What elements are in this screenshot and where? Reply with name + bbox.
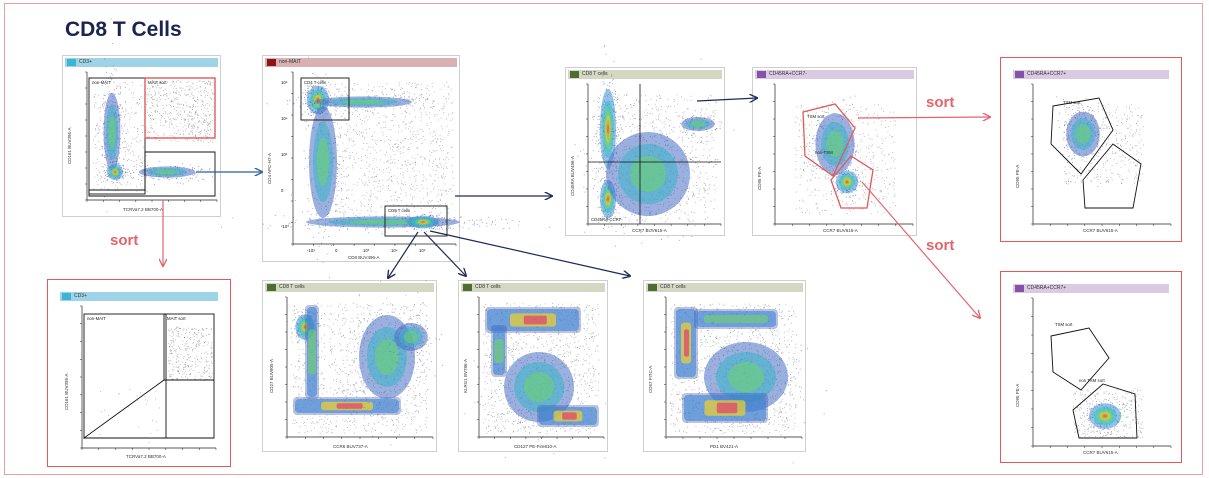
plot-svg: TSM sort <box>1031 83 1172 226</box>
panel-header-label: CD3+ <box>74 293 87 299</box>
plot-svg: non-MAIT MAIT sort <box>80 305 217 450</box>
panel-pd1-cd57: CD8 T cells CD57 FITC-A PD1 BV421-A <box>643 280 827 464</box>
svg-text:10⁴: 10⁴ <box>281 116 288 121</box>
panel-header-label: CD45RA+CCR7+ <box>1027 285 1067 291</box>
panel-header: CD8 T cells <box>568 70 722 79</box>
panel-mait-sort: CD3+ non-MAIT MAIT sort CD161 BUV395-A TC… <box>47 279 231 467</box>
panel-cd45ra-ccr7-minus: CD45RA+CCR7- TSM sort non-TSM CD95 PE-A C… <box>752 67 917 236</box>
panel-header-label: CD8 T cells <box>660 284 686 290</box>
figure-frame <box>4 3 1203 475</box>
panel-header-label: non-MAIT <box>279 59 301 65</box>
panel-header: CD8 T cells <box>461 283 605 292</box>
sort-label-mait: sort <box>110 232 139 249</box>
svg-text:-10³: -10³ <box>307 248 315 253</box>
plot-svg <box>285 256 443 446</box>
x-axis-label: CCR6 BUV737-A <box>333 444 368 449</box>
panel-cd127-klrg1: CD8 T cells KLRG1 BV786-A CD127 PE-Fire8… <box>458 280 608 459</box>
panel-header: non-MAIT <box>265 58 457 67</box>
scatter-plot: CD45RA-CCR7- <box>574 45 735 247</box>
svg-text:CD8 T cells: CD8 T cells <box>388 208 410 213</box>
y-axis-label: CD95 PE-A <box>1015 164 1020 188</box>
x-axis-label: TCRVa7.2 BB700-A <box>126 454 166 459</box>
sort-label-upper: sort <box>926 94 955 111</box>
panel-header: CD3+ <box>60 292 218 301</box>
plot-svg: CD4 T cells CD8 T cells -10³ 0 10³ 10⁴ 10⁵ 10⁵ 1… <box>221 56 550 279</box>
panel-header-label: CD45RA+CCR7+ <box>1027 71 1067 77</box>
svg-text:0: 0 <box>335 248 338 253</box>
svg-text:10⁵: 10⁵ <box>419 248 426 253</box>
y-axis-label: CD161 BUV395-A <box>67 127 72 164</box>
svg-text:0: 0 <box>281 188 284 193</box>
y-axis-label: CD4 APC-H7-A <box>267 152 272 184</box>
x-axis-label: CCR7 BUV615-A <box>1083 450 1118 455</box>
panel-header: CD8 T cells <box>265 283 434 292</box>
panel-header-label: CD3+ <box>79 59 92 65</box>
y-axis-label: CD95 PE-A <box>757 166 762 190</box>
panel-header-label: CD45RA+CCR7- <box>769 71 807 77</box>
panel-header: CD8 T cells <box>646 283 803 292</box>
svg-text:10³: 10³ <box>363 248 370 253</box>
scatter-plot: TSM sort non-TSM <box>773 83 914 226</box>
x-axis-label: CCR7 BUV615-A <box>823 228 858 233</box>
svg-text:CD4 T cells: CD4 T cells <box>304 80 326 85</box>
svg-text:10⁴: 10⁴ <box>391 248 398 253</box>
y-axis-label: CD161 BUV395-A <box>64 373 69 410</box>
panel-non-mait: non-MAIT CD4 T cells CD8 T cells -10³ 0 10³ 1… <box>221 55 550 279</box>
y-axis-label: KLRG1 BV786-A <box>463 358 468 393</box>
x-axis-label: PD1 BV421-A <box>710 444 739 449</box>
panel-header-label: CD8 T cells <box>475 284 501 290</box>
panel-header: CD45RA+CCR7- <box>755 70 914 79</box>
svg-text:non-MAIT: non-MAIT <box>92 80 111 85</box>
x-axis-label: CCR7 BUV615-A <box>1083 228 1118 233</box>
plot-svg <box>464 296 606 459</box>
scatter-plot: TSM sort <box>1031 83 1172 226</box>
panel-ccr6-cd27: CD8 T cells CD27 BUV805-A CCR6 BUV737-A <box>262 256 443 452</box>
scatter-plot: TSM sort non TSM sort <box>1031 297 1172 448</box>
y-axis-label: CD27 BUV805-A <box>269 358 274 393</box>
svg-text:MAIT sort: MAIT sort <box>148 80 167 85</box>
svg-text:10⁵: 10⁵ <box>281 80 288 85</box>
x-axis-label: CD127 PE-Fire810-A <box>514 444 557 449</box>
svg-text:-10³: -10³ <box>281 224 289 229</box>
scatter-plot: CD4 T cells CD8 T cells -10³ 0 10³ 10⁴ 10⁵ 10⁵ 1… <box>221 56 550 279</box>
panel-header: CD3+ <box>65 58 218 67</box>
plot-svg: CD45RA-CCR7- <box>574 45 735 247</box>
scatter-plot <box>285 256 443 446</box>
panel-cd3-mait-gating: CD3+ non-MAIT MAIT sort CD161 BUV395-A TC… <box>62 18 221 217</box>
scatter-plot <box>664 296 827 464</box>
scatter-plot: non-MAIT MAIT sort <box>80 305 217 450</box>
x-axis-label: CD8 BUV496-A <box>348 255 380 260</box>
plot-svg: non-MAIT MAIT sort <box>85 18 218 213</box>
y-axis-label: CD57 FITC-A <box>648 365 653 393</box>
panel-header-label: CD8 T cells <box>279 284 305 290</box>
sort-label-lower: sort <box>926 237 955 254</box>
x-axis-label: CCR7 BUV615-A <box>632 228 667 233</box>
scatter-plot: non-MAIT MAIT sort <box>85 18 218 213</box>
svg-text:10³: 10³ <box>281 152 288 157</box>
panel-tsm-sort-lower: CD45RA+CCR7+ TSM sort non TSM sort CD95 P… <box>1000 271 1182 463</box>
figure-title: CD8 T Cells <box>65 18 182 41</box>
x-axis-label: TCRVa7.2 BB700-A <box>123 207 163 212</box>
scatter-plot <box>464 296 606 459</box>
panel-header: CD45RA+CCR7+ <box>1013 284 1169 293</box>
plot-svg <box>664 296 827 464</box>
panel-header-label: CD8 T cells <box>582 71 608 77</box>
panel-cd8-t-cells-ccr7: CD8 T cells CD45RA-CCR7- CD45RA BUV496-A… <box>565 45 735 247</box>
y-axis-label: CD45RA BUV496-A <box>570 155 575 196</box>
panel-tsm-sort-upper: CD45RA+CCR7+ TSM sort CD95 PE-A CCR7 BUV… <box>1000 57 1182 242</box>
y-axis-label: CD95 PE-A <box>1015 383 1020 407</box>
panel-header: CD45RA+CCR7+ <box>1013 70 1169 79</box>
